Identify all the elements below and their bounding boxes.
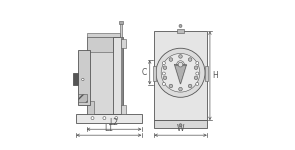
Text: W: W	[177, 124, 184, 133]
Bar	[177, 29, 184, 33]
Bar	[119, 21, 123, 24]
Circle shape	[169, 84, 173, 88]
Text: L1: L1	[104, 124, 113, 133]
Circle shape	[194, 76, 198, 80]
Bar	[153, 66, 156, 81]
Bar	[78, 94, 87, 102]
Bar	[73, 73, 78, 85]
Circle shape	[162, 62, 165, 65]
Circle shape	[156, 48, 205, 97]
Circle shape	[179, 87, 182, 91]
Bar	[113, 37, 123, 114]
Circle shape	[178, 62, 183, 67]
Bar	[86, 37, 115, 114]
Circle shape	[194, 66, 198, 69]
Circle shape	[82, 78, 84, 81]
Bar	[78, 50, 90, 105]
Circle shape	[196, 72, 199, 75]
Bar	[121, 39, 126, 48]
Circle shape	[162, 72, 165, 75]
Circle shape	[169, 58, 173, 61]
Circle shape	[115, 117, 118, 120]
Bar	[121, 105, 126, 114]
Circle shape	[179, 24, 182, 27]
Circle shape	[188, 58, 192, 61]
Bar	[154, 120, 207, 128]
Circle shape	[179, 124, 182, 127]
Bar	[154, 31, 207, 120]
Circle shape	[196, 82, 199, 85]
Circle shape	[196, 62, 199, 65]
Circle shape	[103, 117, 106, 120]
Circle shape	[161, 53, 200, 92]
Circle shape	[179, 55, 182, 58]
Text: L2: L2	[109, 118, 119, 127]
Bar	[120, 22, 122, 37]
Circle shape	[162, 82, 165, 85]
Bar	[205, 66, 209, 81]
Polygon shape	[175, 65, 186, 84]
Circle shape	[91, 117, 94, 120]
Bar	[76, 114, 142, 123]
Bar	[86, 37, 113, 52]
Bar	[86, 33, 120, 37]
Text: C: C	[142, 68, 147, 77]
Bar	[86, 101, 94, 114]
Text: H: H	[212, 70, 218, 80]
Circle shape	[163, 66, 167, 69]
Circle shape	[163, 76, 167, 80]
Circle shape	[188, 84, 192, 88]
